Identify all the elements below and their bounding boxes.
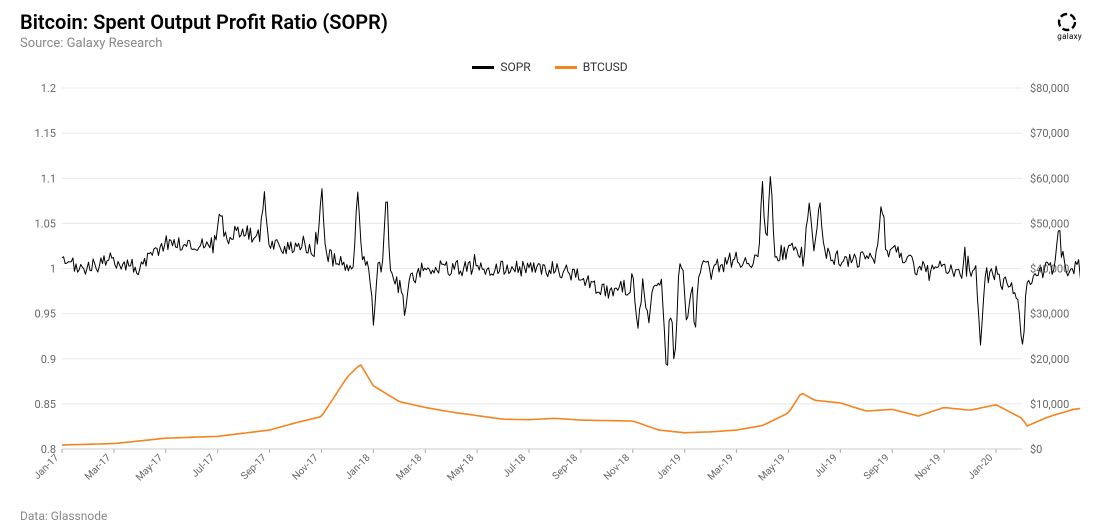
svg-text:$50,000: $50,000	[1030, 217, 1069, 230]
svg-text:0.95: 0.95	[35, 308, 56, 321]
svg-text:Nov-17: Nov-17	[291, 452, 321, 482]
galaxy-icon	[1057, 12, 1077, 32]
svg-text:0.9: 0.9	[41, 353, 56, 366]
svg-text:$30,000: $30,000	[1030, 308, 1069, 321]
svg-text:$20,000: $20,000	[1030, 353, 1069, 366]
svg-text:$70,000: $70,000	[1030, 127, 1069, 140]
brand-label: galaxy	[1057, 32, 1082, 41]
svg-text:Nov-18: Nov-18	[602, 452, 632, 482]
svg-text:0.85: 0.85	[35, 398, 56, 411]
legend-item-btcusd: BTCUSD	[555, 60, 628, 74]
svg-text:Jul-17: Jul-17	[190, 452, 217, 479]
svg-text:1.2: 1.2	[41, 82, 56, 95]
svg-text:Jul-19: Jul-19	[812, 453, 839, 480]
svg-text:1: 1	[50, 263, 56, 276]
svg-text:Mar-17: Mar-17	[83, 452, 113, 482]
chart-svg: 0.80.850.90.9511.051.11.151.2$0$10,000$2…	[20, 80, 1080, 495]
svg-text:Jan-20: Jan-20	[966, 452, 996, 482]
svg-text:Sep-17: Sep-17	[239, 452, 269, 482]
chart-area: 0.80.850.90.9511.051.11.151.2$0$10,000$2…	[20, 80, 1080, 495]
legend: SOPR BTCUSD	[0, 60, 1100, 74]
legend-swatch-btcusd	[555, 66, 577, 69]
svg-text:May-17: May-17	[134, 452, 165, 483]
svg-text:Jan-19: Jan-19	[655, 453, 684, 482]
chart-title: Bitcoin: Spent Output Profit Ratio (SOPR…	[20, 10, 388, 34]
svg-text:May-19: May-19	[757, 453, 788, 484]
svg-text:Sep-18: Sep-18	[551, 452, 581, 482]
svg-text:$10,000: $10,000	[1030, 398, 1069, 411]
legend-label-sopr: SOPR	[500, 60, 530, 74]
chart-subtitle: Source: Galaxy Research	[20, 36, 388, 51]
svg-text:$0: $0	[1030, 443, 1042, 456]
legend-item-sopr: SOPR	[472, 60, 530, 74]
svg-text:Nov-19: Nov-19	[913, 453, 943, 483]
svg-text:May-18: May-18	[445, 452, 476, 483]
legend-swatch-sopr	[472, 66, 494, 69]
svg-text:Mar-18: Mar-18	[394, 452, 424, 482]
svg-text:Jan-18: Jan-18	[343, 452, 373, 482]
legend-label-btcusd: BTCUSD	[583, 60, 628, 74]
svg-text:1.05: 1.05	[35, 217, 56, 230]
svg-text:1.1: 1.1	[41, 172, 56, 185]
svg-text:Jan-17: Jan-17	[32, 452, 62, 482]
svg-text:$60,000: $60,000	[1030, 172, 1069, 185]
svg-text:Sep-19: Sep-19	[862, 453, 892, 483]
chart-footer: Data: Glassnode	[20, 509, 107, 523]
svg-text:Jul-18: Jul-18	[501, 452, 528, 479]
svg-text:1.15: 1.15	[35, 127, 56, 140]
brand-logo: galaxy	[1057, 12, 1082, 41]
svg-text:$80,000: $80,000	[1030, 82, 1069, 95]
svg-text:Mar-19: Mar-19	[706, 453, 736, 483]
